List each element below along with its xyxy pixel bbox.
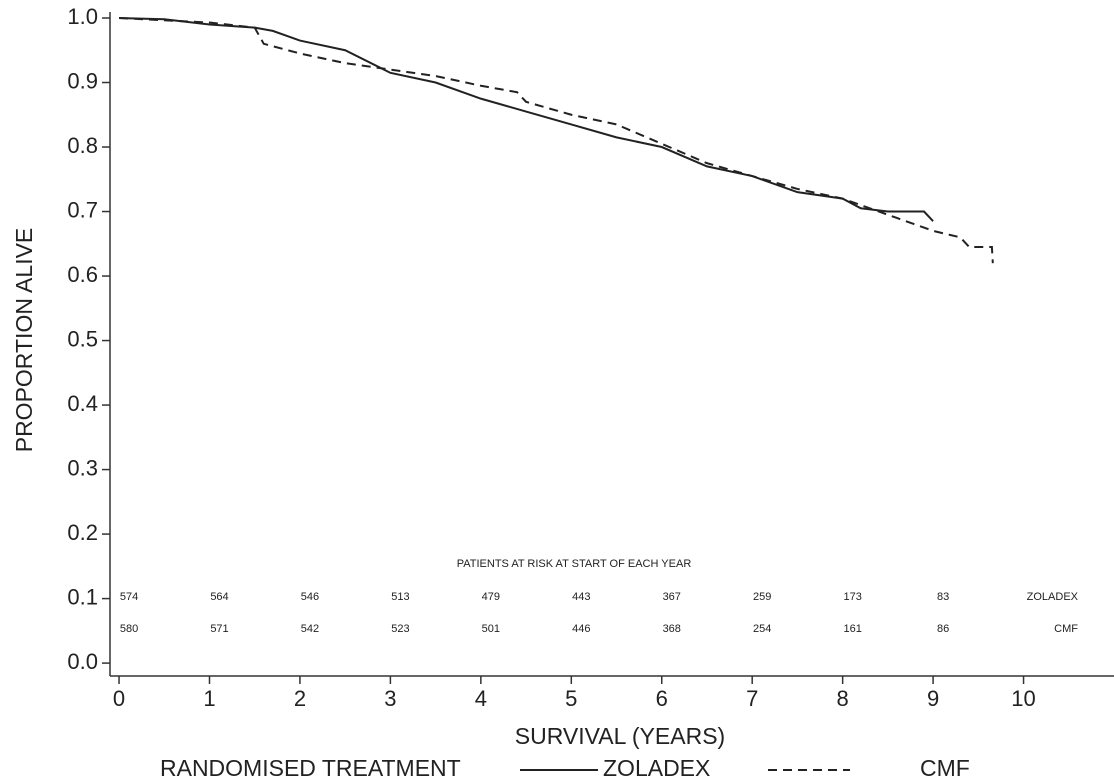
at-risk-count: 83 — [937, 591, 949, 603]
legend-label: ZOLADEX — [603, 755, 710, 781]
y-axis-label: PROPORTION ALIVE — [11, 228, 37, 453]
at-risk-count: 443 — [572, 591, 590, 603]
x-axis-label: SURVIVAL (YEARS) — [515, 723, 725, 749]
at-risk-count: 479 — [482, 591, 500, 603]
at-risk-count: 523 — [391, 623, 409, 635]
at-risk-count: 254 — [753, 623, 771, 635]
at-risk-title: PATIENTS AT RISK AT START OF EACH YEAR — [457, 558, 692, 570]
y-tick-label: 0.5 — [67, 326, 98, 351]
x-tick-label: 0 — [113, 686, 125, 711]
x-tick-label: 7 — [746, 686, 758, 711]
at-risk-count: 173 — [843, 591, 861, 603]
x-tick-label: 4 — [475, 686, 487, 711]
at-risk-count: 542 — [301, 623, 319, 635]
x-tick-label: 6 — [656, 686, 668, 711]
y-tick-label: 0.1 — [67, 584, 98, 609]
at-risk-count: 546 — [301, 591, 319, 603]
x-tick-label: 3 — [384, 686, 396, 711]
at-risk-count: 367 — [663, 591, 681, 603]
x-tick-label: 8 — [837, 686, 849, 711]
at-risk-count: 368 — [663, 623, 681, 635]
at-risk-count: 574 — [120, 591, 138, 603]
at-risk-row-label: CMF — [1054, 623, 1078, 635]
at-risk-count: 564 — [210, 591, 228, 603]
at-risk-count: 571 — [210, 623, 228, 635]
y-tick-label: 0.4 — [67, 391, 98, 416]
x-tick-label: 2 — [294, 686, 306, 711]
at-risk-count: 501 — [482, 623, 500, 635]
x-tick-label: 9 — [927, 686, 939, 711]
at-risk-count: 580 — [120, 623, 138, 635]
survival-line — [119, 17, 934, 222]
x-tick-label: 5 — [565, 686, 577, 711]
x-tick-label: 1 — [203, 686, 215, 711]
survival-line — [118, 17, 994, 264]
x-tick-label: 10 — [1011, 686, 1035, 711]
y-tick-label: 1.0 — [67, 4, 98, 29]
y-tick-label: 0.9 — [67, 68, 98, 93]
y-tick-label: 0.8 — [67, 133, 98, 158]
at-risk-row-label: ZOLADEX — [1027, 591, 1079, 603]
y-tick-label: 0.0 — [67, 649, 98, 674]
legend-title: RANDOMISED TREATMENT — [160, 755, 461, 781]
at-risk-count: 86 — [937, 623, 949, 635]
legend-label: CMF — [920, 755, 970, 781]
y-tick-label: 0.3 — [67, 455, 98, 480]
at-risk-count: 161 — [843, 623, 861, 635]
at-risk-count: 513 — [391, 591, 409, 603]
at-risk-count: 259 — [753, 591, 771, 603]
y-tick-label: 0.2 — [67, 520, 98, 545]
y-tick-label: 0.7 — [67, 197, 98, 222]
at-risk-count: 446 — [572, 623, 590, 635]
y-tick-label: 0.6 — [67, 262, 98, 287]
